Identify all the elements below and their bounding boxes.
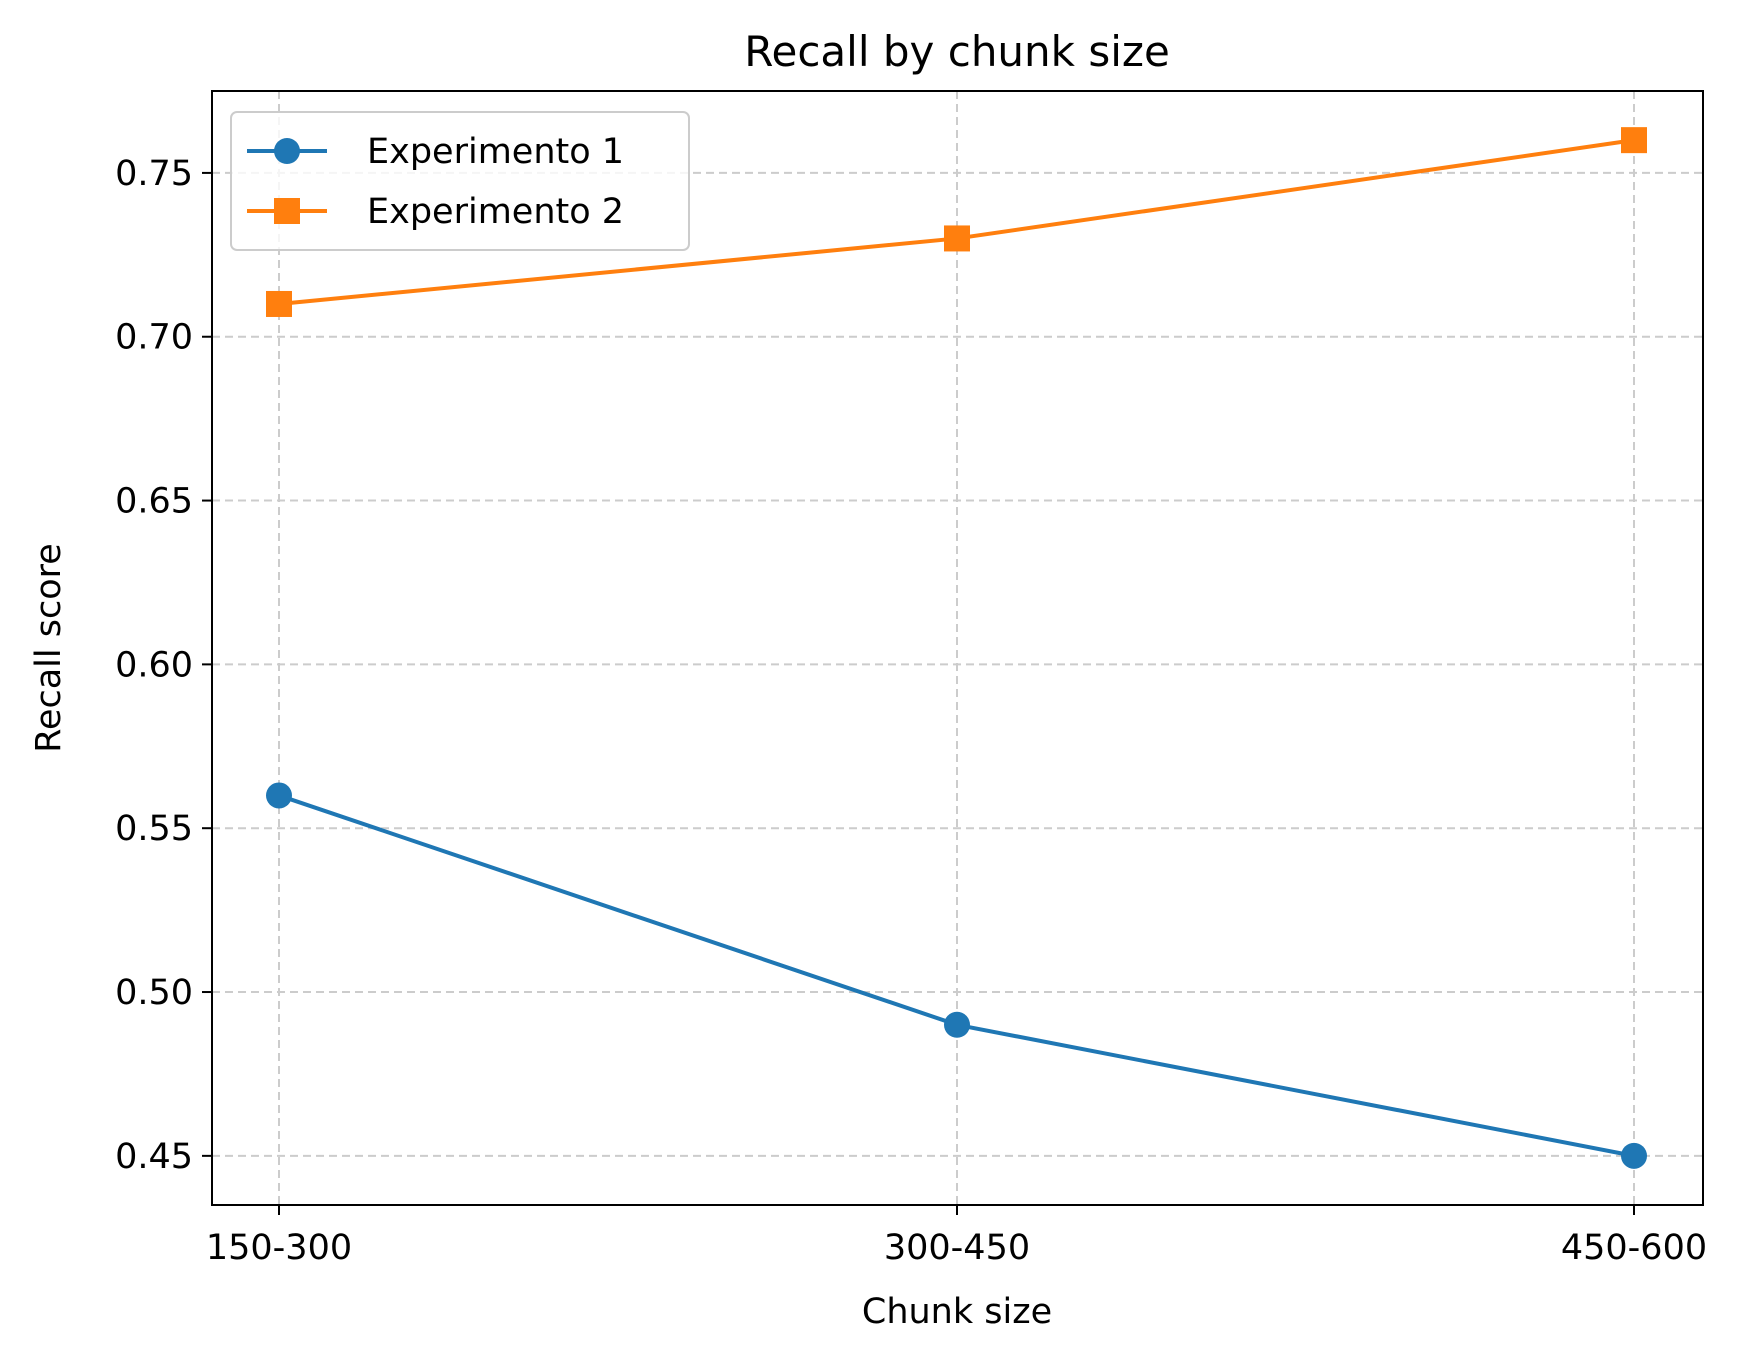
y-axis-title: Recall score	[29, 543, 69, 753]
chart-title: Recall by chunk size	[744, 27, 1170, 76]
legend: Experimento 1 Experimento 2	[230, 111, 690, 251]
data-point	[944, 1011, 970, 1038]
series-layer	[266, 127, 1647, 1169]
data-point	[1621, 1142, 1647, 1169]
series-2	[266, 127, 1647, 317]
tick-layer: 150-300 300-450 450-600 0.45 0.50 0.55 0.60 0.6…	[115, 154, 1707, 1268]
data-point	[266, 290, 292, 317]
legend-box	[230, 111, 690, 251]
data-point	[944, 225, 970, 252]
y-tick-label: 0.70	[115, 318, 193, 358]
series-1	[266, 782, 1647, 1169]
legend-marker	[274, 198, 300, 224]
legend-label: Experimento 1	[367, 132, 624, 172]
y-tick-label: 0.45	[115, 1137, 193, 1177]
legend-entry: Experimento 2	[247, 192, 624, 232]
legend-entry: Experimento 1	[247, 132, 624, 172]
data-point	[266, 782, 292, 809]
data-point	[1621, 127, 1647, 154]
y-tick-label: 0.55	[115, 809, 193, 849]
x-axis-title: Chunk size	[862, 1292, 1052, 1332]
legend-marker	[274, 138, 300, 164]
y-tick-label: 0.50	[115, 973, 193, 1013]
y-tick-label: 0.60	[115, 645, 193, 685]
x-tick-label: 300-450	[884, 1228, 1030, 1268]
x-tick-label: 150-300	[206, 1228, 352, 1268]
x-tick-label: 450-600	[1561, 1228, 1707, 1268]
legend-label: Experimento 2	[367, 192, 624, 232]
y-tick-label: 0.65	[115, 482, 193, 522]
y-tick-label: 0.75	[115, 154, 193, 194]
